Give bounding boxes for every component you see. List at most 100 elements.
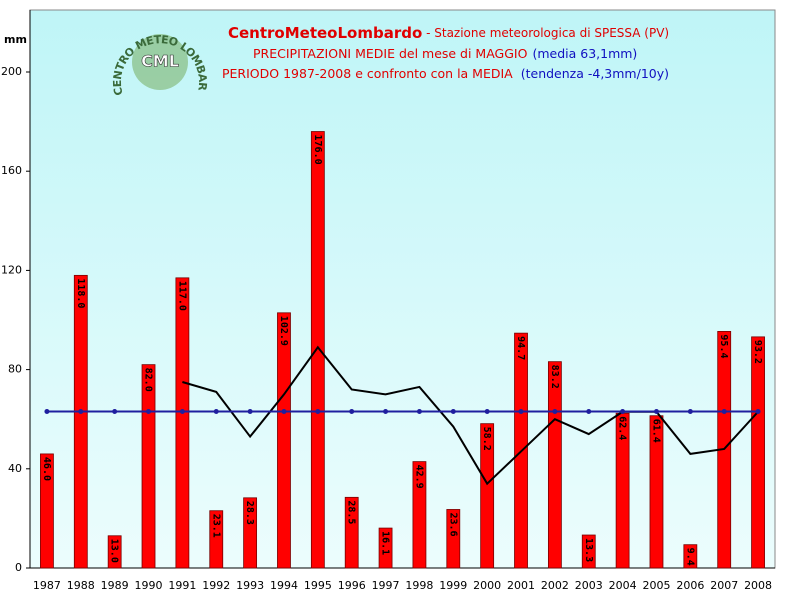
- subtitle: - Stazione meteorologica di SPESSA (PV): [422, 26, 669, 40]
- value-label: 93.2: [752, 340, 763, 364]
- value-label: 82.0: [143, 368, 154, 392]
- x-tick-label: 2002: [541, 579, 569, 592]
- line-marker: [78, 409, 84, 415]
- title-line2-note: (media 63,1mm): [532, 46, 637, 61]
- value-label: 83.2: [549, 365, 560, 389]
- y-tick-label: 160: [1, 164, 22, 177]
- title-line3: PERIODO 1987-2008 e confronto con la MED…: [222, 66, 669, 81]
- x-tick-label: 2005: [642, 579, 670, 592]
- value-label: 42.9: [413, 465, 424, 489]
- bar: [209, 510, 224, 569]
- x-tick-label: 2001: [507, 579, 535, 592]
- bar: [378, 527, 393, 569]
- value-label: 94.7: [515, 336, 526, 360]
- y-tick-label: 80: [8, 363, 22, 376]
- line-marker: [416, 409, 422, 415]
- title-line2: PRECIPITAZIONI MEDIE del mese di MAGGIO (…: [253, 46, 637, 61]
- line-marker: [620, 409, 626, 415]
- x-tick-label: 1998: [405, 579, 433, 592]
- line-marker: [281, 409, 287, 415]
- value-label: 16.1: [380, 531, 391, 555]
- value-label: 46.0: [41, 457, 52, 481]
- bar: [480, 423, 495, 569]
- line-marker: [213, 409, 219, 415]
- line-marker: [450, 409, 456, 415]
- x-tick-label: 2008: [744, 579, 772, 592]
- x-tick-label: 1987: [33, 579, 61, 592]
- bar: [141, 364, 156, 569]
- value-label: 176.0: [312, 135, 323, 165]
- value-label: 13.0: [109, 539, 120, 563]
- value-label: 118.0: [75, 278, 86, 308]
- bar: [683, 544, 698, 569]
- value-label: 23.1: [210, 514, 221, 538]
- value-label: 58.2: [481, 427, 492, 451]
- bar: [107, 535, 122, 569]
- value-label: 61.4: [650, 419, 661, 443]
- line-marker: [349, 409, 355, 415]
- value-label: 62.4: [617, 416, 628, 440]
- bar: [310, 131, 325, 569]
- bar: [412, 461, 427, 569]
- line-marker: [586, 409, 592, 415]
- x-tick-label: 1996: [338, 579, 366, 592]
- line-marker: [484, 409, 490, 415]
- y-axis-label: mm: [4, 33, 27, 46]
- bar: [547, 361, 562, 569]
- bar: [40, 453, 54, 569]
- value-label: 28.3: [244, 501, 255, 525]
- line-marker: [552, 409, 558, 415]
- line-marker: [247, 409, 253, 415]
- x-tick-label: 1997: [372, 579, 400, 592]
- title-line3-note: (tendenza -4,3mm/10y): [521, 66, 669, 81]
- line-marker: [653, 409, 659, 415]
- x-tick-label: 1989: [101, 579, 129, 592]
- line-marker: [518, 409, 524, 415]
- line-marker: [721, 409, 727, 415]
- line: [182, 345, 759, 486]
- value-label: 95.4: [718, 334, 729, 358]
- y-tick-label: 120: [1, 263, 22, 276]
- x-tick-label: 1992: [202, 579, 230, 592]
- value-label: 9.4: [684, 548, 695, 566]
- x-tick-label: 2000: [473, 579, 501, 592]
- bar: [581, 534, 596, 569]
- x-tick-label: 1993: [236, 579, 264, 592]
- bar: [649, 415, 664, 569]
- line-marker: [146, 409, 152, 415]
- line-marker: [44, 409, 50, 415]
- line-marker: [687, 409, 693, 415]
- x-tick-label: 2007: [710, 579, 738, 592]
- line-marker: [112, 409, 118, 415]
- title-line2-text: PRECIPITAZIONI MEDIE del mese di MAGGIO: [253, 46, 528, 61]
- title-line3-text: PERIODO 1987-2008 e confronto con la MED…: [222, 66, 513, 81]
- y-tick-label: 200: [1, 65, 22, 78]
- logo-text: CML: [141, 52, 179, 71]
- x-tick-label: 1990: [135, 579, 163, 592]
- x-tick-label: 2003: [575, 579, 603, 592]
- bar: [175, 277, 190, 569]
- x-tick-label: 1988: [67, 579, 95, 592]
- bar: [751, 336, 765, 569]
- value-label: 102.9: [278, 316, 289, 346]
- x-tick-label: 1994: [270, 579, 298, 592]
- value-label: 13.3: [583, 538, 594, 562]
- x-tick-label: 1991: [168, 579, 196, 592]
- bar: [344, 496, 359, 569]
- x-tick-label: 2004: [609, 579, 637, 592]
- x-tick-label: 1995: [304, 579, 332, 592]
- line-marker: [383, 409, 389, 415]
- line-marker: [755, 409, 761, 415]
- x-tick-label: 1999: [439, 579, 467, 592]
- y-tick-label: 40: [8, 462, 22, 475]
- bar: [446, 509, 461, 569]
- value-label: 28.5: [346, 500, 357, 524]
- logo-badge: [132, 34, 188, 90]
- value-label: 23.6: [447, 512, 458, 536]
- bar: [277, 312, 291, 569]
- chart-title: CentroMeteoLombardo: [228, 24, 422, 42]
- title-line1: CentroMeteoLombardo - Stazione meteorolo…: [228, 24, 669, 42]
- y-tick-label: 0: [15, 561, 22, 574]
- line-marker: [179, 409, 185, 415]
